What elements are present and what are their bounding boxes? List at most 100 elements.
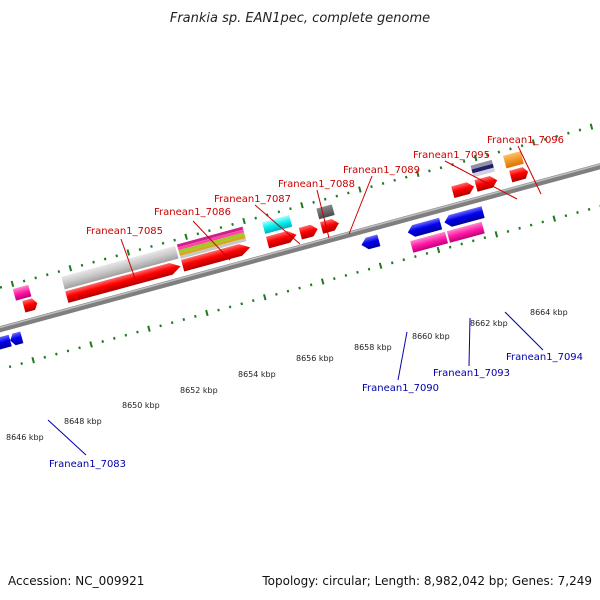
minor-tick [486, 153, 489, 157]
minor-tick [55, 352, 58, 356]
minor-tick [402, 258, 406, 262]
minor-tick [529, 223, 533, 227]
minor-tick [390, 261, 394, 265]
gene-feature-dark [316, 204, 335, 220]
scale-label: 8662 kbp [470, 319, 508, 328]
minor-tick [356, 270, 359, 274]
multi-domain-feature [176, 226, 247, 259]
minor-tick [136, 330, 139, 334]
scale-label: 8650 kbp [122, 401, 160, 410]
gene-arrow-franean1-7090 [361, 234, 381, 250]
minor-tick [497, 150, 501, 154]
major-tick [126, 249, 131, 256]
major-tick [589, 123, 594, 130]
minor-tick [367, 267, 371, 271]
leader-line-franean1-7090 [397, 331, 408, 381]
major-tick [10, 280, 15, 288]
minor-tick [159, 324, 162, 328]
minor-tick [483, 236, 487, 240]
gene-label-franean1-7085: Franean1_7085 [86, 226, 163, 237]
gene-feature-pink-7094 [446, 221, 485, 243]
minor-tick [57, 270, 61, 274]
minor-tick [344, 273, 348, 277]
gene-label-franean1-7093: Franean1_7093 [433, 368, 510, 379]
minor-tick [335, 194, 339, 198]
scale-label: 8658 kbp [354, 343, 392, 352]
minor-tick [564, 214, 568, 218]
major-tick [68, 265, 73, 272]
minor-tick [219, 226, 223, 230]
scale-label: 8664 kbp [530, 308, 568, 317]
gene-label-franean1-7083: Franean1_7083 [49, 459, 126, 470]
gene-label-franean1-7088: Franean1_7088 [278, 179, 355, 190]
scale-label: 8652 kbp [180, 386, 218, 395]
minor-tick [138, 248, 142, 252]
major-tick [552, 215, 557, 222]
minor-tick [196, 232, 200, 236]
minor-tick [101, 340, 105, 343]
minor-tick [460, 242, 463, 246]
scale-label: 8660 kbp [412, 332, 450, 341]
gene-arrow-franean1-7086 [181, 244, 251, 272]
leader-line-franean1-7095 [444, 160, 518, 200]
minor-tick [22, 279, 26, 283]
minor-tick [66, 349, 70, 353]
gene-label-franean1-7095: Franean1_7095 [413, 150, 490, 161]
minor-tick [381, 182, 385, 185]
gene-arrow-rev-a [407, 217, 443, 237]
major-tick [416, 170, 420, 177]
forward-tick-row [0, 123, 594, 289]
minor-tick [414, 255, 417, 259]
gene-arrow-franean1-7083 [0, 334, 12, 361]
major-tick [494, 231, 499, 238]
minor-tick [8, 365, 12, 369]
major-tick [242, 217, 246, 225]
scale-label: 8646 kbp [6, 433, 44, 442]
minor-tick [448, 245, 452, 249]
genome-backbone-highlight [0, 129, 600, 357]
minor-tick [520, 144, 524, 148]
minor-tick [240, 302, 243, 306]
reverse-tick-row [8, 204, 600, 369]
minor-tick [439, 166, 443, 170]
major-tick [89, 341, 93, 348]
minor-tick [124, 333, 128, 337]
minor-tick [115, 254, 119, 258]
minor-tick [78, 346, 81, 350]
leader-line-franean1-7089 [348, 175, 373, 235]
leader-line-franean1-7087 [254, 204, 301, 245]
minor-tick [34, 276, 37, 280]
gene-label-franean1-7094: Franean1_7094 [506, 352, 583, 363]
minor-tick [103, 257, 107, 261]
minor-tick [286, 289, 290, 293]
major-tick [300, 202, 304, 209]
reverse-strand-features [0, 206, 485, 361]
minor-tick [567, 131, 570, 135]
minor-tick [254, 216, 258, 220]
leader-line-franean1-7093 [468, 317, 471, 367]
major-tick [205, 309, 209, 317]
major-tick [320, 278, 325, 285]
major-tick [358, 186, 362, 193]
gene-arrow-small [22, 298, 38, 313]
accession-text: Accession: NC_009921 [8, 574, 145, 588]
minor-tick [228, 305, 232, 309]
gene-arrow-rev-small [10, 331, 24, 346]
scale-labels: 8646 kbp 8648 kbp 8650 kbp 8652 kbp 8654… [6, 308, 568, 442]
scale-label: 8656 kbp [296, 354, 334, 363]
forward-strand-features [12, 151, 529, 313]
minor-tick [509, 147, 512, 151]
gene-label-franean1-7089: Franean1_7089 [343, 165, 420, 176]
gene-arrow-rev-b [444, 206, 485, 227]
minor-tick [462, 159, 466, 163]
gene-label-franean1-7090: Franean1_7090 [362, 383, 439, 394]
minor-tick [578, 128, 582, 132]
gene-arrow-franean1-7088 [298, 224, 318, 240]
major-tick [378, 262, 383, 269]
leader-line-franean1-7094 [504, 311, 544, 351]
minor-tick [80, 263, 84, 267]
minor-tick [277, 210, 281, 214]
gene-arrow-franean1-7095 [451, 182, 475, 199]
minor-tick [208, 229, 211, 233]
